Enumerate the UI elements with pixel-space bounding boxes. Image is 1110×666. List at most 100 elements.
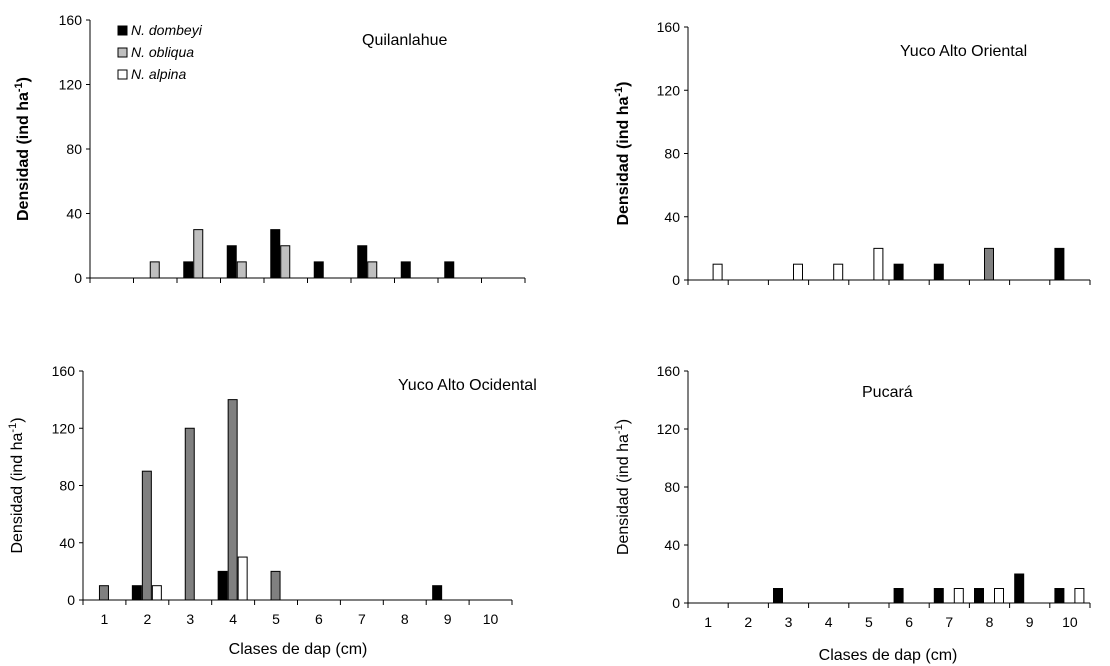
legend-label: N. obliqua [131,44,194,60]
chart-panel-3: 0 40 80 120 160 1 2 3 4 5 6 7 8 9 10 Yuco Alto Ocidenta… [7,363,537,658]
x-axis-label: Clases de dap (cm) [819,647,958,664]
bar-nalpina-5 [873,247,884,281]
bar-nobliqua-2 [141,470,152,601]
y-tick-label: 160 [657,19,681,35]
y-tick-label: 160 [52,363,76,379]
bar-ndombeyi-10 [1054,247,1065,281]
y-tick-label: 0 [74,270,82,286]
bar-ndombeyi-2 [131,585,142,601]
y-tick-label: 80 [664,146,680,162]
x-tick-label: 2 [744,614,752,630]
bar-nobliqua-8 [984,247,994,281]
bar-nalpina-4 [833,263,844,281]
x-tick-label: 1 [101,611,109,627]
chart-title: Yuco Alto Ocidental [398,377,537,394]
x-tick-label: 5 [272,611,280,627]
y-axis-label: Densidad (ind ha-1) [13,77,32,221]
y-tick-label: 80 [59,478,75,494]
chart-panel-1: 0 40 80 120 160 Quilanlahue Densidad (ind ha-1… [13,12,526,286]
bar-ndombeyi-8 [400,261,411,279]
x-axis-label: Clases de dap (cm) [229,641,368,658]
y-axis-label: Densidad (ind ha-1) [7,417,26,553]
bar-ndombeyi-5 [270,229,281,279]
x-tick-label: 7 [358,611,366,627]
y-tick-label: 120 [657,82,681,98]
bar-ndombeyi-6 [893,588,904,604]
x-tick-label: 5 [865,614,873,630]
bar-nobliqua-3 [184,427,195,601]
bar-ndombeyi-7 [357,245,368,279]
bar-nobliqua-5 [280,245,291,279]
y-tick-label: 0 [672,272,680,288]
x-tick-label: 3 [186,611,194,627]
y-tick-label: 0 [67,592,75,608]
x-tick-label: 6 [315,611,323,627]
bar-nalpina-7 [953,588,964,604]
bar-nalpina-1 [712,263,723,281]
bar-nobliqua-4 [227,399,238,601]
bar-ndombeyi-7 [933,588,944,604]
x-tick-label: 8 [401,611,409,627]
x-tick-label: 9 [444,611,452,627]
y-tick-label: 0 [672,595,680,611]
x-tick-label: 9 [1026,614,1034,630]
y-tick-label: 120 [59,77,83,93]
bar-nobliqua-2 [149,261,160,279]
bar-ndombeyi-3 [183,261,194,279]
y-axis-label: Densidad (ind ha-1) [613,81,632,225]
y-tick-label: 120 [657,421,681,437]
x-tick-label: 8 [986,614,994,630]
bar-nalpina-3 [793,263,803,281]
y-tick-label: 160 [657,363,681,379]
bar-nalpina-2 [151,585,162,601]
bar-ndombeyi-9 [432,585,443,601]
bar-nalpina-10 [1074,588,1085,604]
legend-label: N. alpina [131,66,186,82]
bar-ndombeyi-6 [313,261,324,279]
bar-nobliqua-5 [270,570,281,601]
bar-ndombeyi-9 [444,261,455,279]
chart-title: Yuco Alto Oriental [900,43,1027,60]
bar-ndombeyi-6 [893,263,904,281]
chart-title: Pucará [862,384,913,401]
y-tick-label: 120 [52,420,76,436]
legend: N. dombeyi N. obliqua N. alpina [117,22,203,82]
y-tick-label: 80 [664,479,680,495]
x-tick-label: 6 [905,614,913,630]
bar-ndombeyi-10 [1054,588,1065,604]
bar-ndombeyi-4 [226,245,237,279]
y-tick-label: 40 [66,206,82,222]
y-tick-label: 40 [664,537,680,553]
bar-ndombeyi-7 [933,263,944,281]
y-tick-label: 80 [66,141,82,157]
chart-title: Quilanlahue [362,32,448,49]
chart-panel-2: 0 40 80 120 160 Yuco Alto Oriental Densidad (i… [613,19,1091,288]
y-tick-label: 160 [59,12,83,28]
bar-nalpina-8 [994,588,1004,604]
x-tick-label: 4 [229,611,237,627]
bar-nobliqua-7 [367,261,378,279]
bar-nobliqua-1 [98,585,109,601]
x-tick-label: 4 [825,614,833,630]
y-tick-label: 40 [59,535,75,551]
x-tick-label: 10 [1062,614,1078,630]
y-tick-label: 40 [664,209,680,225]
bar-nobliqua-3 [193,229,204,279]
bar-nobliqua-4 [236,261,247,279]
bar-nalpina-4 [237,556,248,601]
chart-panel-4: 0 40 80 120 160 1 2 3 4 5 6 7 8 9 10 Pucará Densidad (in… [613,363,1091,664]
x-tick-label: 3 [785,614,793,630]
legend-swatch [117,47,128,58]
bar-ndombeyi-9 [1014,573,1025,604]
x-tick-label: 2 [143,611,151,627]
legend-label: N. dombeyi [131,22,203,38]
y-axis-label: Densidad (ind ha-1) [613,419,632,555]
x-tick-label: 7 [945,614,953,630]
legend-swatch [117,69,128,80]
x-tick-label: 1 [704,614,712,630]
legend-swatch [117,25,128,36]
bar-ndombeyi-8 [974,588,984,604]
bar-ndombeyi-3 [773,588,783,604]
bar-ndombeyi-4 [217,570,228,601]
